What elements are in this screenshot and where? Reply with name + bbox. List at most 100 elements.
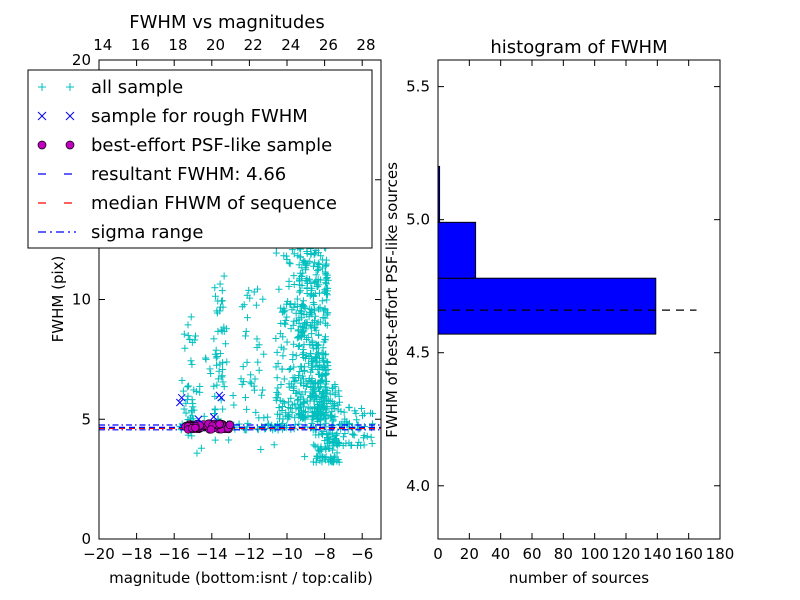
- all-sample-point: [325, 444, 333, 452]
- psf-like-point: [191, 423, 200, 432]
- x-tick-label: 40: [491, 545, 510, 563]
- all-sample-point: [323, 321, 331, 329]
- histogram-bars: [437, 165, 657, 335]
- all-sample-point: [184, 332, 192, 340]
- all-sample-point: [273, 410, 281, 418]
- top-x-tick-label: 22: [244, 36, 263, 54]
- all-sample-point: [307, 393, 315, 401]
- x-tick-label: 0: [433, 545, 443, 563]
- all-sample-point: [239, 363, 247, 371]
- all-sample-point: [196, 382, 204, 390]
- top-x-tick-label: 26: [319, 36, 338, 54]
- all-sample-point: [260, 350, 268, 358]
- all-sample-point: [368, 410, 376, 418]
- histogram-frame: [437, 59, 721, 540]
- all-sample-point: [187, 313, 195, 321]
- x-tick-label: −12: [234, 545, 266, 563]
- all-sample-point: [182, 409, 190, 417]
- all-sample-point: [326, 390, 334, 398]
- scatter-top-ticks: 14 16 18 20 22 24 26 28: [93, 36, 375, 54]
- legend-entry: sigma range: [38, 222, 203, 243]
- all-sample-point: [336, 398, 344, 406]
- all-sample-point: [180, 330, 188, 338]
- all-sample-point: [323, 387, 331, 395]
- all-sample-point: [331, 454, 339, 462]
- all-sample-point: [332, 437, 340, 445]
- all-sample-point: [179, 387, 187, 395]
- all-sample-point: [210, 382, 218, 390]
- all-sample-point: [196, 388, 204, 396]
- all-sample-point: [300, 354, 308, 362]
- legend-label: median FHWM of sequence: [91, 193, 337, 214]
- all-sample-point: [337, 407, 345, 415]
- all-sample-point: [309, 389, 317, 397]
- all-sample-point: [322, 453, 330, 461]
- all-sample-point: [357, 441, 365, 449]
- all-sample-point: [288, 401, 296, 409]
- all-sample-point: [297, 322, 305, 330]
- psf-like-sample-points: [181, 419, 234, 434]
- histogram-x-ticks: 0 20 40 60 80 100 120 140 160 180: [433, 60, 734, 563]
- all-sample-point: [315, 446, 323, 454]
- all-sample-point: [318, 429, 326, 437]
- all-sample-point: [254, 285, 262, 293]
- all-sample-point: [218, 373, 226, 381]
- all-sample-point: [287, 394, 295, 402]
- all-sample-point: [299, 346, 307, 354]
- all-sample-point: [321, 437, 329, 445]
- all-sample-point: [283, 338, 291, 346]
- all-sample-point: [318, 431, 326, 439]
- x-tick-label: 80: [554, 545, 573, 563]
- all-sample-point: [264, 420, 272, 428]
- all-sample-point: [274, 359, 282, 367]
- all-sample-point: [296, 287, 304, 295]
- x-tick-label: −8: [314, 545, 336, 563]
- all-sample-point: [211, 284, 219, 292]
- all-sample-point: [322, 271, 330, 279]
- all-sample-point: [238, 380, 246, 388]
- rough-sample-point: [217, 393, 226, 402]
- y-tick-label: 0: [81, 530, 91, 548]
- all-sample-point: [273, 348, 281, 356]
- all-sample-point: [369, 420, 377, 428]
- all-sample-point: [246, 378, 254, 386]
- all-sample-point: [320, 403, 328, 411]
- scatter-x-label: magnitude (bottom:isnt / top:calib): [109, 569, 373, 587]
- all-sample-point: [213, 307, 221, 315]
- x-tick-label: 180: [706, 545, 735, 563]
- all-sample-point: [216, 350, 224, 358]
- all-sample-point: [264, 413, 272, 421]
- all-sample-point: [285, 277, 293, 285]
- all-sample-point: [334, 401, 342, 409]
- all-sample-point: [216, 280, 224, 288]
- all-sample-point: [310, 385, 318, 393]
- all-sample-point: [290, 250, 298, 258]
- all-sample-point: [188, 432, 196, 440]
- all-sample-point: [277, 319, 285, 327]
- all-sample-point: [319, 358, 327, 366]
- all-sample-point: [261, 425, 269, 433]
- all-sample-point: [303, 277, 311, 285]
- all-sample-point: [299, 297, 307, 305]
- all-sample-point: [280, 399, 288, 407]
- all-sample-point: [301, 408, 309, 416]
- all-sample-point: [297, 310, 305, 318]
- all-sample-point: [324, 435, 332, 443]
- all-sample-point: [302, 276, 310, 284]
- all-sample-point: [252, 301, 260, 309]
- all-sample-point: [305, 359, 313, 367]
- legend-label: all sample: [91, 77, 183, 98]
- all-sample-point: [313, 267, 321, 275]
- all-sample-point: [207, 370, 215, 378]
- all-sample-point: [244, 419, 252, 427]
- all-sample-point: [298, 329, 306, 337]
- all-sample-point: [278, 407, 286, 415]
- all-sample-point: [331, 413, 339, 421]
- all-sample-point: [217, 297, 225, 305]
- y-tick-label: 20: [72, 51, 91, 69]
- all-sample-point: [312, 277, 320, 285]
- all-sample-point: [272, 334, 280, 342]
- all-sample-point: [312, 326, 320, 334]
- all-sample-point: [220, 323, 228, 331]
- all-sample-point: [279, 352, 287, 360]
